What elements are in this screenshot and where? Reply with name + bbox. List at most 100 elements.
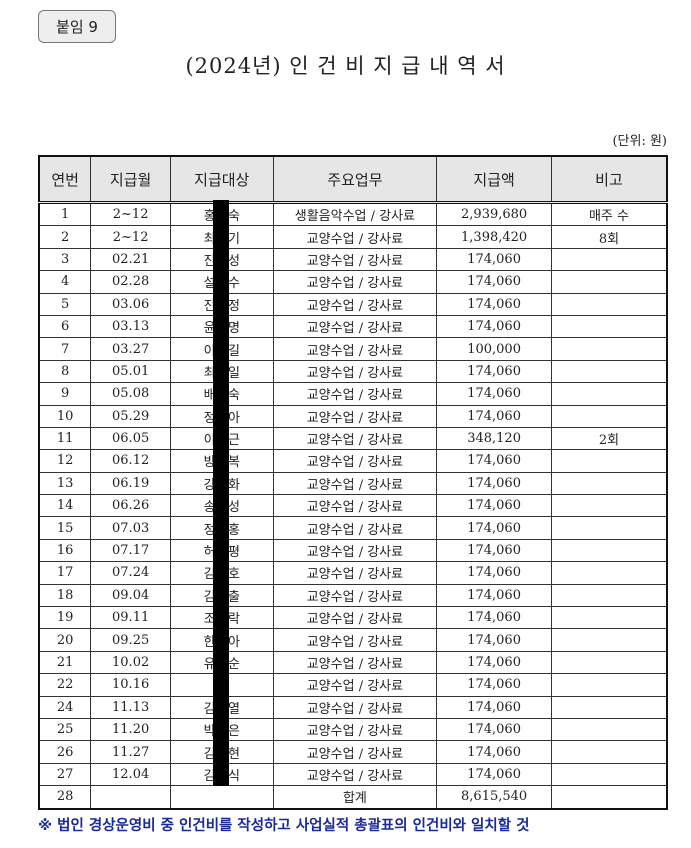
column-header: 지급월 <box>90 155 171 204</box>
table-row: 18 09.04 김 출 교양수업 / 강사료 174,060 <box>38 583 668 608</box>
table-cell: 05.01 <box>90 359 171 384</box>
table-cell: 교양수업 / 강사료 <box>272 426 438 451</box>
total-cell: 8,615,540 <box>436 785 552 810</box>
table-row: 8 05.01 최 일 교양수업 / 강사료 174,060 <box>38 359 668 384</box>
table-cell <box>550 494 668 518</box>
table-cell: 174,060 <box>436 538 552 563</box>
table-cell: 3 <box>38 247 92 272</box>
table-row: 4 02.28 설 수 교양수업 / 강사료 174,060 <box>38 270 668 294</box>
table-cell: 174,060 <box>436 359 552 384</box>
table-cell: 교양수업 / 강사료 <box>272 561 438 585</box>
table-cell: 7 <box>38 337 92 361</box>
table-cell <box>550 270 668 294</box>
table-row: 3 02.21 진 성 교양수업 / 강사료 174,060 <box>38 247 668 272</box>
table-row: 25 11.20 박 은 교양수업 / 강사료 174,060 <box>38 717 668 742</box>
table-cell <box>550 673 668 697</box>
table-cell: 교양수업 / 강사료 <box>272 717 438 742</box>
table-cell: 09.04 <box>90 583 171 608</box>
unit-label: (단위: 원) <box>612 134 667 149</box>
table-cell: 6 <box>38 314 92 339</box>
table-cell <box>550 695 668 719</box>
table-cell: 1 <box>38 201 92 227</box>
table-row: 5 03.06 진 정 교양수업 / 강사료 174,060 <box>38 292 668 316</box>
table-cell: 교양수업 / 강사료 <box>272 247 438 272</box>
table-cell: 174,060 <box>436 673 552 697</box>
table-row: 16 07.17 허 평 교양수업 / 강사료 174,060 <box>38 538 668 563</box>
table-cell: 교양수업 / 강사료 <box>272 673 438 697</box>
table-cell: 06.19 <box>90 471 171 496</box>
table-cell <box>550 359 668 384</box>
table-cell: 03.13 <box>90 314 171 339</box>
table-cell: 22 <box>38 673 92 697</box>
table-row: 14 06.26 송 성 교양수업 / 강사료 174,060 <box>38 494 668 518</box>
table-cell: 교양수업 / 강사료 <box>272 762 438 787</box>
table-cell: 174,060 <box>436 717 552 742</box>
table-row: 19 09.11 조 락 교양수업 / 강사료 174,060 <box>38 606 668 630</box>
table-cell: 19 <box>38 606 92 630</box>
table-cell: 09.11 <box>90 606 171 630</box>
table-cell: 21 <box>38 650 92 675</box>
table-cell: 05.08 <box>90 382 171 406</box>
table-cell <box>550 247 668 272</box>
table-cell: 교양수업 / 강사료 <box>272 359 438 384</box>
table-cell: 174,060 <box>436 695 552 719</box>
table-row: 11 06.05 이 근 교양수업 / 강사료 348,120 2회 <box>38 426 668 451</box>
table-row: 7 03.27 이 길 교양수업 / 강사료 100,000 <box>38 337 668 361</box>
table-cell: 12 <box>38 449 92 473</box>
total-cell: 28 <box>38 785 92 810</box>
table-cell: 교양수업 / 강사료 <box>272 404 438 428</box>
table-cell: 26 <box>38 740 92 764</box>
table-cell: 17 <box>38 561 92 585</box>
table-cell: 교양수업 / 강사료 <box>272 740 438 764</box>
table-cell: 11 <box>38 426 92 451</box>
table-row: 15 07.03 정 홍 교양수업 / 강사료 174,060 <box>38 516 668 540</box>
table-cell: 02.28 <box>90 270 171 294</box>
table-cell: 교양수업 / 강사료 <box>272 270 438 294</box>
table-cell: 174,060 <box>436 583 552 608</box>
table-cell: 교양수업 / 강사료 <box>272 337 438 361</box>
table-row: 10 05.29 정 아 교양수업 / 강사료 174,060 <box>38 404 668 428</box>
table-cell <box>550 740 668 764</box>
table-cell: 06.26 <box>90 494 171 518</box>
table-cell <box>550 762 668 787</box>
table-cell: 생활음악수업 / 강사료 <box>272 201 438 227</box>
table-cell: 174,060 <box>436 561 552 585</box>
column-header: 지급대상 <box>169 155 274 204</box>
empty-cell <box>90 785 171 810</box>
total-row: 28 합계 8,615,540 <box>38 785 668 810</box>
table-cell: 2~12 <box>90 201 171 227</box>
table-cell: 16 <box>38 538 92 563</box>
table-cell: 10.16 <box>90 673 171 697</box>
table-cell <box>550 538 668 563</box>
table-cell: 07.17 <box>90 538 171 563</box>
table-cell: 174,060 <box>436 292 552 316</box>
column-header: 주요업무 <box>272 155 438 204</box>
table-cell: 교양수업 / 강사료 <box>272 225 438 249</box>
table-cell: 교양수업 / 강사료 <box>272 292 438 316</box>
payment-table: 연번 지급월 지급대상 주요업무 지급액 비고 1 2~12 홍 숙 생활음악수업 / 강사료 2… <box>38 155 668 810</box>
table-cell: 03.27 <box>90 337 171 361</box>
table-row: 26 11.27 김 현 교양수업 / 강사료 174,060 <box>38 740 668 764</box>
table-cell: 174,060 <box>436 471 552 496</box>
table-cell: 06.05 <box>90 426 171 451</box>
table-cell: 11.13 <box>90 695 171 719</box>
table-row: 9 05.08 배 숙 교양수업 / 강사료 174,060 <box>38 382 668 406</box>
table-cell: 174,060 <box>436 270 552 294</box>
table-cell: 15 <box>38 516 92 540</box>
table-cell: 10 <box>38 404 92 428</box>
table-cell: 174,060 <box>436 247 552 272</box>
table-cell: 174,060 <box>436 449 552 473</box>
table-cell: 174,060 <box>436 650 552 675</box>
table-cell <box>550 337 668 361</box>
table-cell: 교양수업 / 강사료 <box>272 538 438 563</box>
table-cell: 교양수업 / 강사료 <box>272 471 438 496</box>
page-title: (2024년) 인 건 비 지 급 내 역 서 <box>185 54 506 78</box>
table-cell: 교양수업 / 강사료 <box>272 650 438 675</box>
total-cell: 합계 <box>272 785 438 810</box>
table-row: 6 03.13 윤 명 교양수업 / 강사료 174,060 <box>38 314 668 339</box>
table-row: 17 07.24 김 호 교양수업 / 강사료 174,060 <box>38 561 668 585</box>
table-cell: 교양수업 / 강사료 <box>272 606 438 630</box>
table-cell: 교양수업 / 강사료 <box>272 516 438 540</box>
table-cell: 교양수업 / 강사료 <box>272 449 438 473</box>
